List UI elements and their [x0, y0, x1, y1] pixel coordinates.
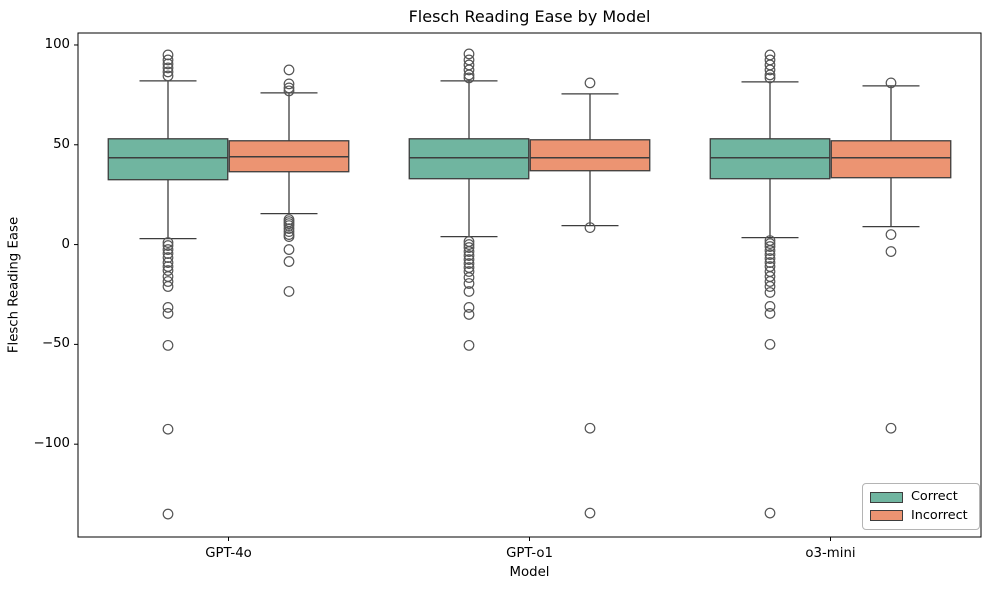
outlier-point-correct-gpt-4o: [162, 276, 174, 287]
outlier-point-correct-gpt-o1: [463, 258, 475, 269]
outlier-point-correct-o3-mini: [764, 338, 776, 350]
plot-border: [77, 32, 982, 538]
outlier-point-correct-gpt-4o: [162, 54, 174, 66]
outlier-point-correct-o3-mini: [764, 64, 776, 76]
outlier-point-correct-o3-mini: [764, 241, 776, 252]
x-tick-label: GPT-4o: [205, 546, 252, 561]
outlier-point-incorrect-gpt-4o: [283, 286, 295, 297]
box-correct-gpt-4o: [107, 138, 229, 181]
outlier-point-incorrect-gpt-o1: [584, 422, 596, 434]
box-correct-o3-mini: [709, 138, 831, 180]
outlier-point-incorrect-gpt-4o: [283, 256, 295, 267]
legend-entry-incorrect: Incorrect: [870, 507, 972, 524]
outlier-point-correct-gpt-4o: [162, 70, 174, 82]
outlier-point-correct-gpt-o1: [463, 286, 475, 297]
outlier-point-correct-gpt-o1: [463, 250, 475, 261]
outlier-point-correct-gpt-o1: [463, 48, 475, 60]
outlier-point-incorrect-gpt-4o: [283, 220, 295, 232]
outlier-point-incorrect-gpt-4o: [283, 78, 295, 90]
outlier-point-correct-gpt-o1: [463, 239, 475, 250]
outlier-point-incorrect-gpt-4o: [283, 226, 295, 238]
outlier-point-correct-gpt-4o: [162, 240, 174, 251]
outlier-point-correct-o3-mini: [764, 257, 776, 268]
legend-swatch-correct: [870, 491, 903, 503]
outlier-point-correct-o3-mini: [764, 72, 776, 84]
outlier-point-correct-gpt-4o: [162, 302, 174, 313]
outlier-point-correct-o3-mini: [764, 507, 776, 519]
outlier-point-correct-o3-mini: [764, 301, 776, 312]
outlier-point-correct-gpt-4o: [162, 257, 174, 268]
outlier-point-correct-gpt-o1: [463, 69, 475, 81]
outlier-point-correct-gpt-4o: [162, 248, 174, 259]
outlier-point-incorrect-o3-mini: [885, 77, 897, 89]
outlier-point-correct-gpt-o1: [463, 302, 475, 313]
outlier-point-correct-o3-mini: [764, 245, 776, 256]
outlier-point-correct-gpt-4o: [162, 58, 174, 70]
chart-title: Flesch Reading Ease by Model: [408, 7, 651, 26]
outlier-point-correct-gpt-o1: [463, 266, 475, 277]
outlier-point-correct-gpt-4o: [162, 66, 174, 78]
outlier-point-correct-gpt-o1: [463, 246, 475, 257]
outlier-point-correct-gpt-4o: [162, 339, 174, 351]
outlier-point-correct-o3-mini: [764, 287, 776, 298]
legend-label-incorrect: Incorrect: [911, 507, 968, 523]
outlier-point-correct-gpt-4o: [162, 281, 174, 292]
outlier-point-correct-gpt-o1: [463, 72, 475, 84]
outlier-point-incorrect-gpt-4o: [283, 223, 295, 235]
y-tick-label: −100: [33, 436, 70, 452]
outlier-point-correct-gpt-o1: [463, 278, 475, 289]
outlier-point-correct-gpt-4o: [162, 308, 174, 319]
box-incorrect-o3-mini: [830, 140, 952, 179]
x-tick-label: GPT-o1: [506, 546, 553, 561]
x-tick-label: o3-mini: [805, 546, 856, 561]
outlier-point-correct-o3-mini: [764, 308, 776, 319]
y-tick-label: 50: [53, 136, 70, 152]
outlier-point-correct-gpt-4o: [162, 244, 174, 255]
outlier-point-incorrect-o3-mini: [885, 246, 897, 257]
y-tick-label: 100: [44, 36, 70, 52]
legend-swatch-incorrect: [870, 510, 903, 522]
outlier-point-correct-gpt-o1: [463, 309, 475, 320]
outlier-point-correct-gpt-o1: [463, 254, 475, 265]
outlier-point-correct-o3-mini: [764, 281, 776, 292]
box-incorrect-gpt-o1: [529, 139, 651, 172]
outlier-point-incorrect-gpt-4o: [283, 64, 295, 76]
outlier-point-correct-gpt-4o: [162, 237, 174, 248]
outlier-point-incorrect-gpt-4o: [283, 85, 295, 97]
y-tick-label: 0: [61, 236, 70, 252]
outlier-point-incorrect-gpt-o1: [584, 507, 596, 519]
outlier-point-correct-gpt-4o: [162, 252, 174, 263]
legend-label-correct: Correct: [911, 489, 958, 505]
outlier-point-correct-gpt-o1: [463, 242, 475, 253]
outlier-point-incorrect-gpt-4o: [283, 231, 295, 242]
x-axis-label: Model: [509, 565, 550, 580]
outlier-point-correct-gpt-o1: [463, 339, 475, 351]
legend-entry-correct: Correct: [870, 489, 972, 506]
outlier-point-incorrect-o3-mini: [885, 229, 897, 241]
outlier-point-incorrect-gpt-o1: [584, 222, 596, 234]
outlier-point-incorrect-gpt-4o: [283, 244, 295, 255]
outlier-point-correct-gpt-4o: [162, 62, 174, 74]
box-correct-gpt-o1: [408, 138, 530, 180]
outlier-point-correct-gpt-4o: [162, 49, 174, 61]
legend: Correct Incorrect: [862, 483, 980, 530]
outlier-point-incorrect-gpt-4o: [283, 82, 295, 94]
outlier-point-incorrect-gpt-o1: [584, 77, 596, 89]
outlier-point-correct-o3-mini: [764, 249, 776, 260]
outlier-point-correct-gpt-o1: [463, 64, 475, 76]
outlier-point-correct-o3-mini: [764, 69, 776, 81]
outlier-point-correct-o3-mini: [764, 276, 776, 287]
outlier-point-correct-gpt-o1: [463, 272, 475, 283]
y-tick-label: −50: [41, 336, 70, 352]
outlier-point-correct-gpt-4o: [162, 508, 174, 520]
outlier-point-correct-gpt-4o: [162, 423, 174, 435]
outlier-point-correct-o3-mini: [764, 253, 776, 264]
outlier-point-correct-gpt-4o: [162, 265, 174, 276]
outlier-point-correct-o3-mini: [764, 238, 776, 249]
outlier-point-incorrect-o3-mini: [885, 422, 897, 434]
